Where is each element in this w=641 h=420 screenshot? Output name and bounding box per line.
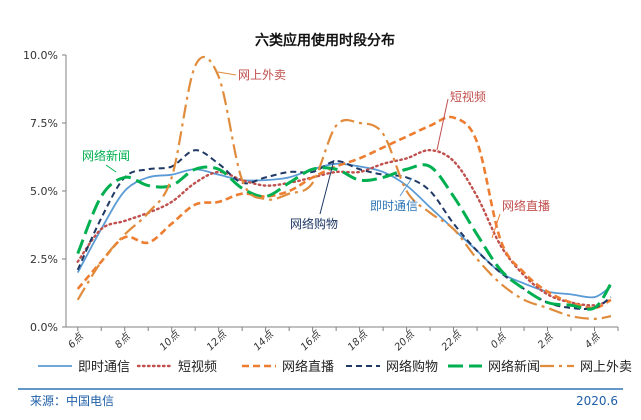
footer-date: 2020.6 bbox=[576, 394, 618, 408]
y-tick-label: 10.0% bbox=[23, 49, 58, 62]
y-tick-label: 0.0% bbox=[30, 321, 58, 334]
annotation-label: 网络新闻 bbox=[82, 148, 130, 163]
annotation-leader bbox=[105, 164, 117, 173]
legend-label: 网络购物 bbox=[386, 359, 438, 375]
footer-source: 来源：中国电信 bbox=[30, 393, 114, 408]
x-tick-label: 22点 bbox=[439, 328, 464, 353]
legend-label: 即时通信 bbox=[78, 360, 130, 375]
annotation-label: 网络购物 bbox=[290, 216, 338, 231]
series-line-live-streaming bbox=[76, 115, 612, 310]
legend-label: 网络新闻 bbox=[488, 359, 540, 375]
series-line-food-delivery bbox=[76, 55, 612, 320]
annotation-leader bbox=[399, 177, 413, 197]
annotation-label: 网上外卖 bbox=[238, 68, 286, 82]
legend-label: 短视频 bbox=[178, 360, 217, 375]
x-tick-label: 18点 bbox=[345, 328, 370, 353]
y-tick-label: 2.5% bbox=[30, 253, 58, 266]
y-tick-label: 7.5% bbox=[30, 117, 58, 130]
x-tick-label: 4点 bbox=[582, 330, 603, 351]
annotation-label: 短视频 bbox=[450, 89, 486, 104]
x-tick-label: 12点 bbox=[204, 328, 229, 353]
x-tick-label: 20点 bbox=[392, 328, 417, 353]
series-line-online-shopping bbox=[76, 149, 612, 310]
series-layer bbox=[76, 55, 613, 320]
annotation-label: 即时通信 bbox=[370, 199, 418, 213]
series-line-instant-messaging bbox=[76, 162, 612, 299]
x-tick-label: 0点 bbox=[488, 330, 509, 351]
annotation-leader bbox=[436, 98, 449, 151]
x-tick-label: 2点 bbox=[535, 330, 556, 351]
annotation-leader bbox=[217, 71, 237, 76]
x-tick-label: 6点 bbox=[66, 330, 87, 351]
y-tick-label: 5.0% bbox=[30, 185, 58, 198]
annotation-leader bbox=[491, 213, 501, 239]
chart-title: 六类应用使用时段分布 bbox=[255, 32, 395, 49]
series-line-short-video bbox=[76, 148, 613, 307]
annotation-label: 网络直播 bbox=[502, 198, 550, 213]
legend: 即时通信 短视频 网络直播 网络购物 网络新闻 网上外卖 bbox=[38, 359, 632, 375]
legend-label: 网上外卖 bbox=[580, 360, 632, 375]
x-tick-label: 10点 bbox=[157, 328, 182, 353]
legend-label: 网络直播 bbox=[282, 359, 334, 375]
x-tick-label: 8点 bbox=[113, 330, 134, 351]
x-tick-label: 16点 bbox=[298, 328, 323, 353]
annotation-leader bbox=[319, 159, 335, 215]
x-tick-label: 14点 bbox=[251, 328, 276, 353]
series-line-online-news bbox=[76, 163, 613, 311]
